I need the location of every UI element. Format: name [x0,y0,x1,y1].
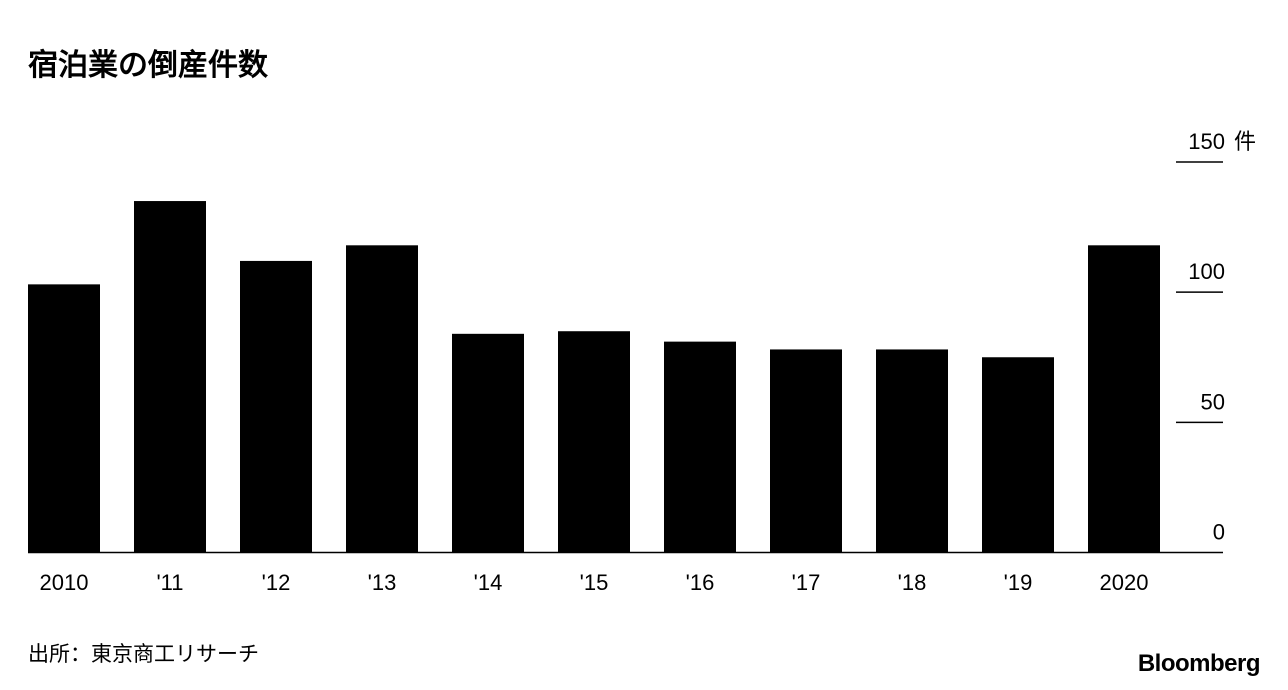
x-tick-label: '19 [1004,570,1033,595]
x-tick-label: '17 [792,570,821,595]
bar-3 [346,245,418,553]
bar-10 [1088,245,1160,553]
bar-2 [240,260,312,553]
x-tick-label: '11 [156,570,183,595]
x-tick-label: 2020 [1100,570,1149,595]
y-tick-label: 150 [1188,129,1225,154]
x-tick-label: 2010 [40,570,89,595]
bar-6 [664,341,736,553]
bar-0 [28,284,100,553]
bar-7 [770,349,842,553]
x-tick-label: '18 [898,570,927,595]
x-tick-label: '15 [580,570,609,595]
y-tick-label: 50 [1201,389,1225,414]
x-tick-label: '12 [262,570,291,595]
bar-4 [452,333,524,553]
bar-8 [876,349,948,553]
bar-5 [558,331,630,553]
x-tick-label: '13 [368,570,397,595]
y-unit-label: 件 [1234,129,1256,154]
bloomberg-logo: Bloomberg [1137,650,1261,677]
y-tick-label: 0 [1213,520,1225,545]
bar-1 [134,201,206,553]
bar-9 [982,357,1054,553]
source-note: 出所：東京商工リサーチ [28,642,259,666]
chart-title: 宿泊業の倒産件数 [28,48,268,83]
y-tick-label: 100 [1188,259,1225,284]
x-tick-label: '14 [474,570,503,595]
x-tick-label: '16 [686,570,715,595]
